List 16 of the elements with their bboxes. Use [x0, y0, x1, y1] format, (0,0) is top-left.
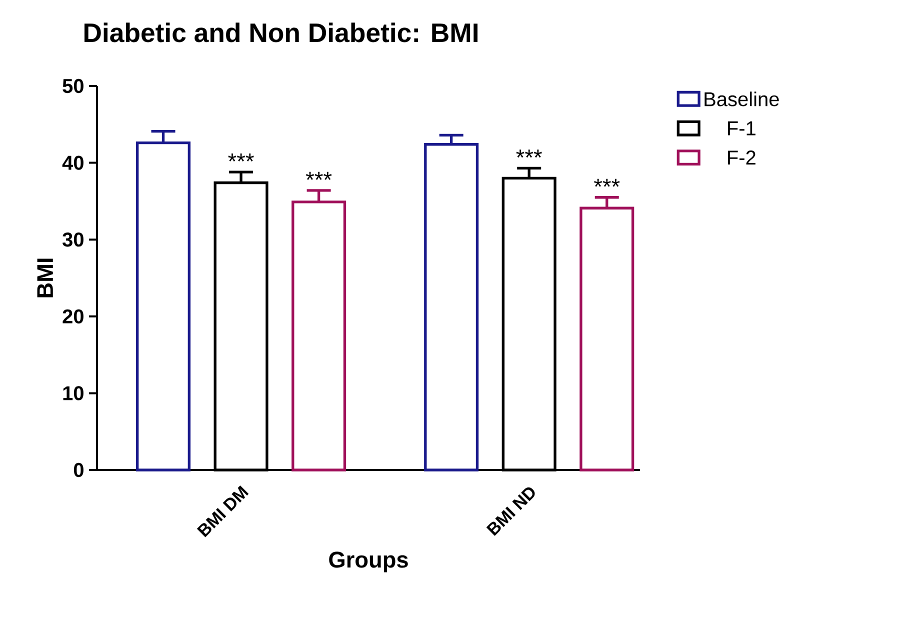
data-label: ***	[228, 153, 254, 162]
y-tick-label: 0	[74, 462, 84, 478]
data-label: ***	[594, 178, 620, 187]
legend-label: F-2	[728, 150, 756, 164]
data-label: ***	[306, 172, 332, 180]
y-tick-label: 30	[62, 232, 84, 247]
y-axis-title: BMI	[37, 258, 53, 298]
y-tick-label: 20	[62, 309, 84, 324]
y-tick-label: 10	[63, 386, 84, 400]
x-axis-title: Groups	[329, 552, 408, 572]
legend-label: Baseline	[704, 92, 779, 106]
y-tick-label: 50	[62, 78, 84, 94]
legend-label: F-1	[728, 121, 756, 136]
chart-title: Diabetic and Non Diabetic: BMI	[84, 22, 478, 42]
data-label: ***	[516, 150, 542, 158]
y-tick-label: 40	[62, 156, 84, 170]
